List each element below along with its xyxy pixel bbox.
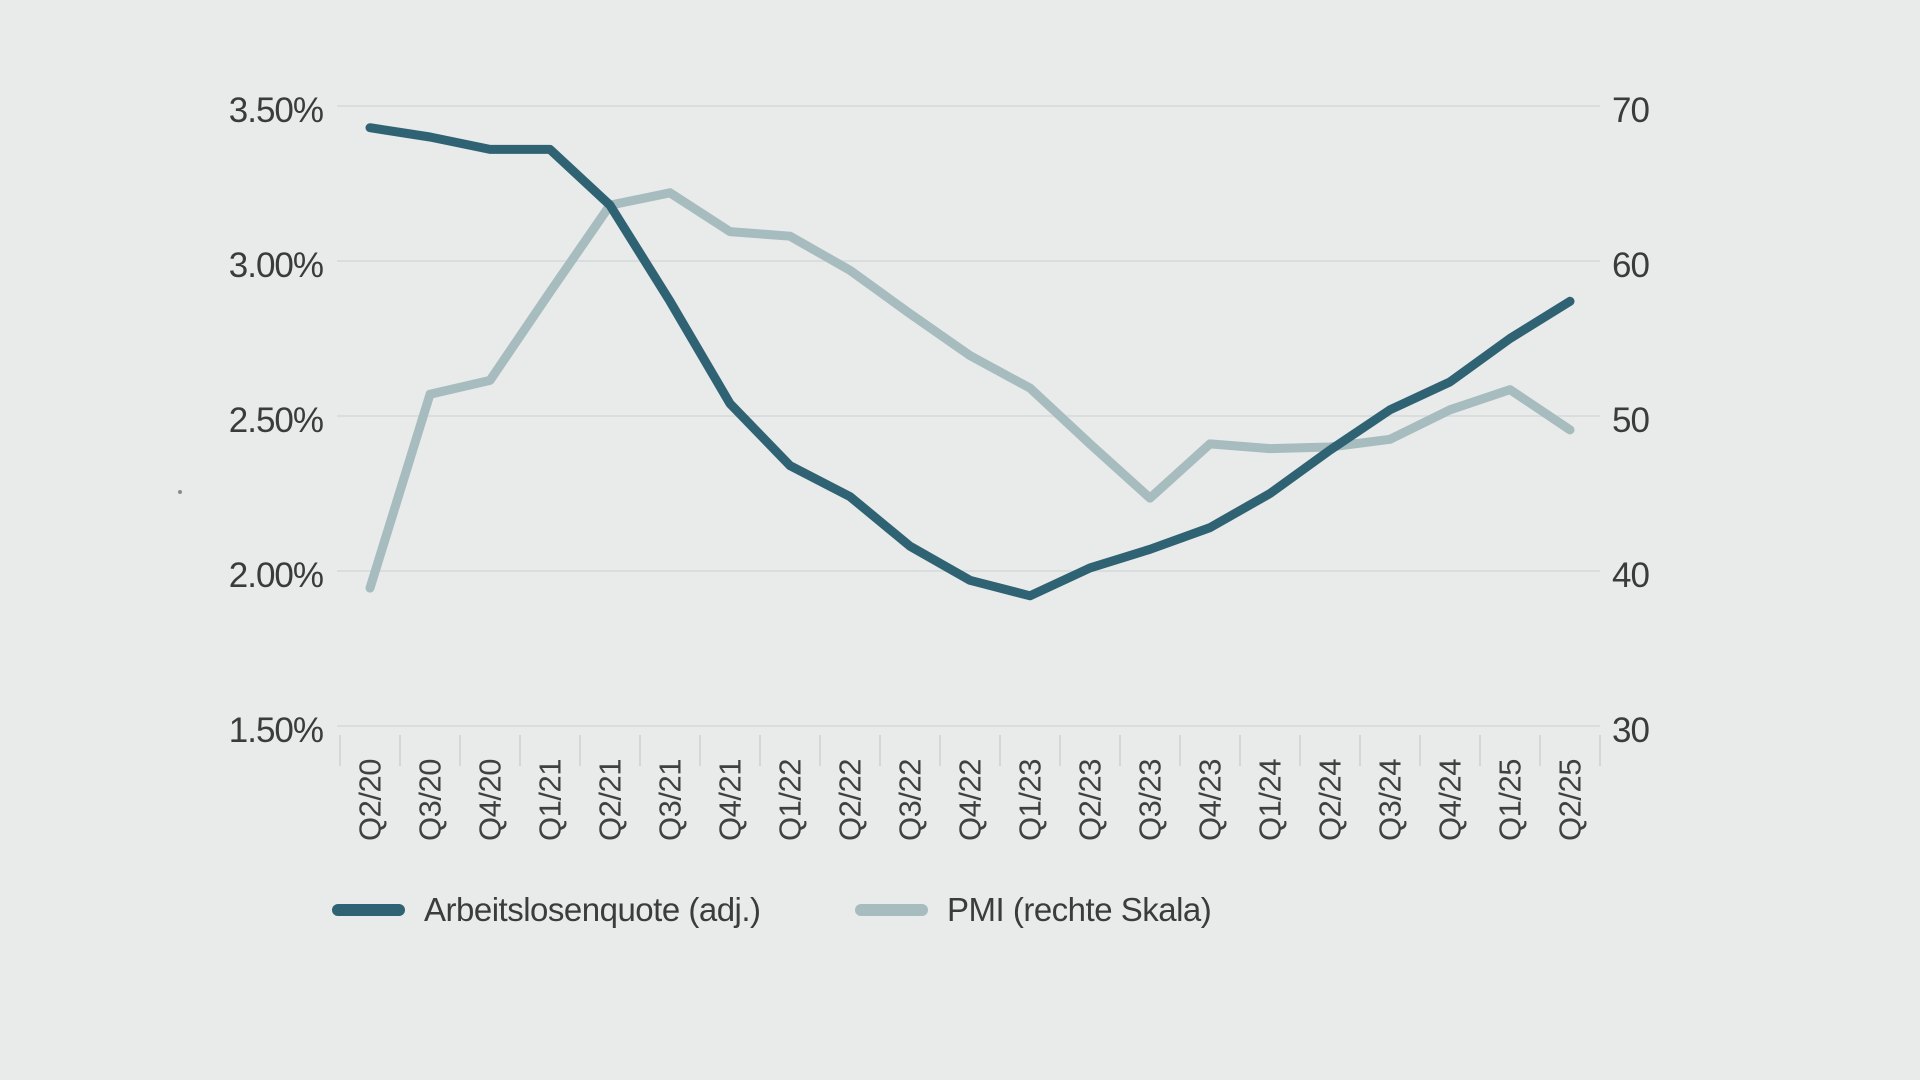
y-axis-left-tick-label: 3.00% [228, 246, 324, 285]
y-axis-left-tick-label: 3.50% [228, 91, 324, 130]
x-axis-tick-label: Q4/20 [472, 759, 508, 841]
x-axis-tick-label: Q4/21 [712, 759, 748, 841]
y-axis-right-tick-label: 40 [1612, 556, 1650, 595]
x-axis-tick-label: Q2/23 [1072, 759, 1108, 841]
x-axis-tick-label: Q2/21 [592, 759, 628, 841]
legend-item-arbeitslosenquote: Arbeitslosenquote (adj.) [332, 888, 761, 932]
x-axis-tick-label: Q4/24 [1432, 759, 1468, 841]
x-axis-tick-label: Q1/21 [532, 759, 568, 841]
series-line-pmi [365, 188, 1575, 593]
y-axis-left-tick-label: 1.50% [228, 711, 324, 750]
y-axis-right-tick-label: 70 [1612, 91, 1650, 130]
y-axis-right-tick-label: 30 [1612, 711, 1650, 750]
y-axis-left-tick-label: 2.00% [228, 556, 324, 595]
x-axis-tick-label: Q3/24 [1372, 759, 1408, 841]
stray-speck [178, 490, 182, 494]
x-axis-tick-label: Q1/25 [1492, 759, 1528, 841]
legend-label: PMI (rechte Skala) [947, 891, 1212, 928]
y-axis-right-tick-label: 50 [1612, 401, 1650, 440]
legend-label: Arbeitslosenquote (adj.) [424, 891, 761, 928]
x-axis-tick-label: Q4/22 [952, 759, 988, 841]
x-axis-tick-label: Q3/22 [892, 759, 928, 841]
x-axis-tick-label: Q2/25 [1552, 759, 1588, 841]
x-axis-tick-label: Q3/23 [1132, 759, 1168, 841]
x-axis-tick-label: Q2/20 [352, 759, 388, 841]
x-axis-tick-label: Q3/20 [412, 759, 448, 841]
y-axis-left-tick-label: 2.50% [228, 401, 324, 440]
series-line-arbeitslosenquote [365, 123, 1575, 601]
x-axis-tick-label: Q3/21 [652, 759, 688, 841]
x-axis-tick-label: Q2/24 [1312, 759, 1348, 841]
legend-item-pmi: PMI (rechte Skala) [855, 888, 1212, 932]
legend-swatch-light [855, 904, 928, 916]
y-axis-right-tick-label: 60 [1612, 246, 1650, 285]
x-axis-tick-label: Q4/23 [1192, 759, 1228, 841]
x-axis-tick-label: Q1/24 [1252, 759, 1288, 841]
x-axis-tick-label: Q1/22 [772, 759, 808, 841]
legend: Arbeitslosenquote (adj.) PMI (rechte Ska… [0, 888, 1920, 932]
legend-swatch-dark [332, 904, 405, 916]
x-axis-tick-label: Q1/23 [1012, 759, 1048, 841]
x-axis-tick-label: Q2/22 [832, 759, 868, 841]
